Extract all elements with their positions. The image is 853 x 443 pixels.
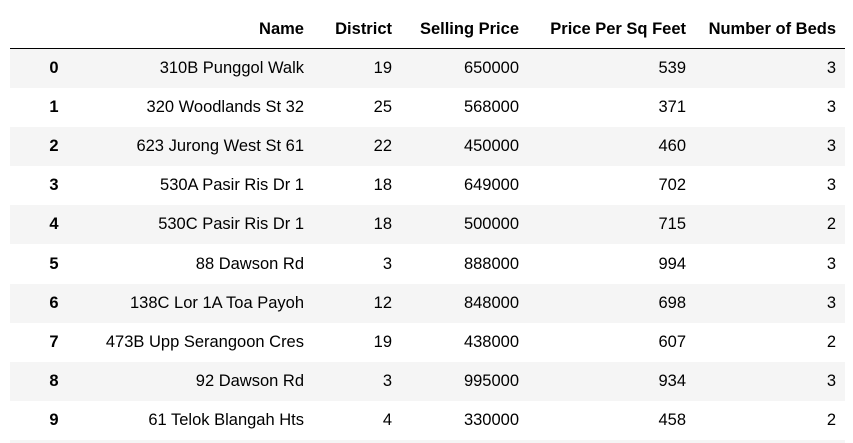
table-row: 4 530C Pasir Ris Dr 1 18 500000 715 2: [10, 205, 845, 245]
cell-price-per-sqft: 994: [658, 254, 686, 273]
table-row: 0 310B Punggol Walk 19 650000 539 3: [10, 48, 845, 88]
cell-beds: 2: [826, 215, 836, 234]
cell-beds: 3: [826, 97, 836, 116]
dataframe-table: Name District Selling Price Price Per Sq…: [10, 10, 845, 441]
row-index: 1: [49, 97, 59, 116]
cell-name: 623 Jurong West St 61: [136, 136, 304, 155]
cell-name: 138C Lor 1A Toa Payoh: [130, 293, 304, 312]
cell-beds: 3: [826, 176, 836, 195]
cell-beds: 3: [826, 254, 836, 273]
cell-district: 18: [373, 215, 392, 234]
cell-district: 25: [373, 97, 392, 116]
table-row: 5 88 Dawson Rd 3 888000 994 3: [10, 244, 845, 284]
cell-selling-price: 330000: [463, 411, 519, 430]
table-header: Name District Selling Price Price Per Sq…: [10, 10, 845, 49]
cell-name: 320 Woodlands St 32: [146, 97, 304, 116]
cell-district: 18: [373, 176, 392, 195]
cell-name: 88 Dawson Rd: [195, 254, 304, 273]
header-row: Name District Selling Price Price Per Sq…: [10, 10, 845, 49]
table-row: 3 530A Pasir Ris Dr 1 18 649000 702 3: [10, 166, 845, 206]
header-district: District: [313, 10, 401, 49]
cell-price-per-sqft: 702: [658, 176, 686, 195]
cell-selling-price: 438000: [463, 332, 519, 351]
row-index: 6: [49, 293, 59, 312]
row-index: 4: [49, 215, 59, 234]
header-number-of-beds: Number of Beds: [695, 10, 845, 49]
table-row: 8 92 Dawson Rd 3 995000 934 3: [10, 362, 845, 402]
row-index: 3: [49, 176, 59, 195]
header-price-per-sqft: Price Per Sq Feet: [528, 10, 695, 49]
next-row-stripe: [10, 440, 845, 443]
cell-selling-price: 848000: [463, 293, 519, 312]
cell-selling-price: 649000: [463, 176, 519, 195]
cell-beds: 3: [826, 136, 836, 155]
table-body: 0 310B Punggol Walk 19 650000 539 3 1 32…: [10, 48, 845, 441]
row-index: 9: [49, 411, 59, 430]
cell-selling-price: 500000: [463, 215, 519, 234]
cell-name: 310B Punggol Walk: [159, 58, 304, 77]
cell-district: 19: [373, 58, 392, 77]
cell-selling-price: 650000: [463, 58, 519, 77]
cell-district: 22: [373, 136, 392, 155]
row-index: 7: [49, 332, 59, 351]
cell-name: 530C Pasir Ris Dr 1: [158, 215, 304, 234]
cell-district: 3: [382, 254, 392, 273]
cell-price-per-sqft: 934: [658, 372, 686, 391]
cell-district: 19: [373, 332, 392, 351]
cell-beds: 3: [826, 293, 836, 312]
row-index: 0: [49, 58, 59, 77]
cell-price-per-sqft: 539: [658, 58, 686, 77]
cell-price-per-sqft: 458: [658, 411, 686, 430]
cell-price-per-sqft: 460: [658, 136, 686, 155]
cell-district: 3: [382, 372, 392, 391]
cell-selling-price: 450000: [463, 136, 519, 155]
row-index: 2: [49, 136, 59, 155]
row-index: 5: [49, 254, 59, 273]
row-index: 8: [49, 372, 59, 391]
table-row: 1 320 Woodlands St 32 25 568000 371 3: [10, 87, 845, 127]
header-index: [10, 10, 98, 49]
cell-price-per-sqft: 698: [658, 293, 686, 312]
cell-beds: 3: [826, 58, 836, 77]
table-row: 6 138C Lor 1A Toa Payoh 12 848000 698 3: [10, 283, 845, 323]
cell-price-per-sqft: 715: [658, 215, 686, 234]
cell-name: 92 Dawson Rd: [195, 372, 304, 391]
cell-district: 12: [373, 293, 392, 312]
cell-beds: 3: [826, 372, 836, 391]
cell-beds: 2: [826, 411, 836, 430]
cell-selling-price: 888000: [463, 254, 519, 273]
cell-beds: 2: [826, 332, 836, 351]
cell-selling-price: 568000: [463, 97, 519, 116]
header-selling-price: Selling Price: [401, 10, 528, 49]
table-row: 7 473B Upp Serangoon Cres 19 438000 607 …: [10, 322, 845, 362]
cell-selling-price: 995000: [463, 372, 519, 391]
cell-name: 473B Upp Serangoon Cres: [105, 332, 304, 351]
cell-price-per-sqft: 371: [658, 97, 686, 116]
cell-price-per-sqft: 607: [658, 332, 686, 351]
table-row: 9 61 Telok Blangah Hts 4 330000 458 2: [10, 401, 845, 441]
cell-name: 530A Pasir Ris Dr 1: [160, 176, 304, 195]
header-name: Name: [98, 10, 313, 49]
cell-district: 4: [382, 411, 392, 430]
table-row: 2 623 Jurong West St 61 22 450000 460 3: [10, 126, 845, 167]
cell-name: 61 Telok Blangah Hts: [148, 411, 304, 430]
